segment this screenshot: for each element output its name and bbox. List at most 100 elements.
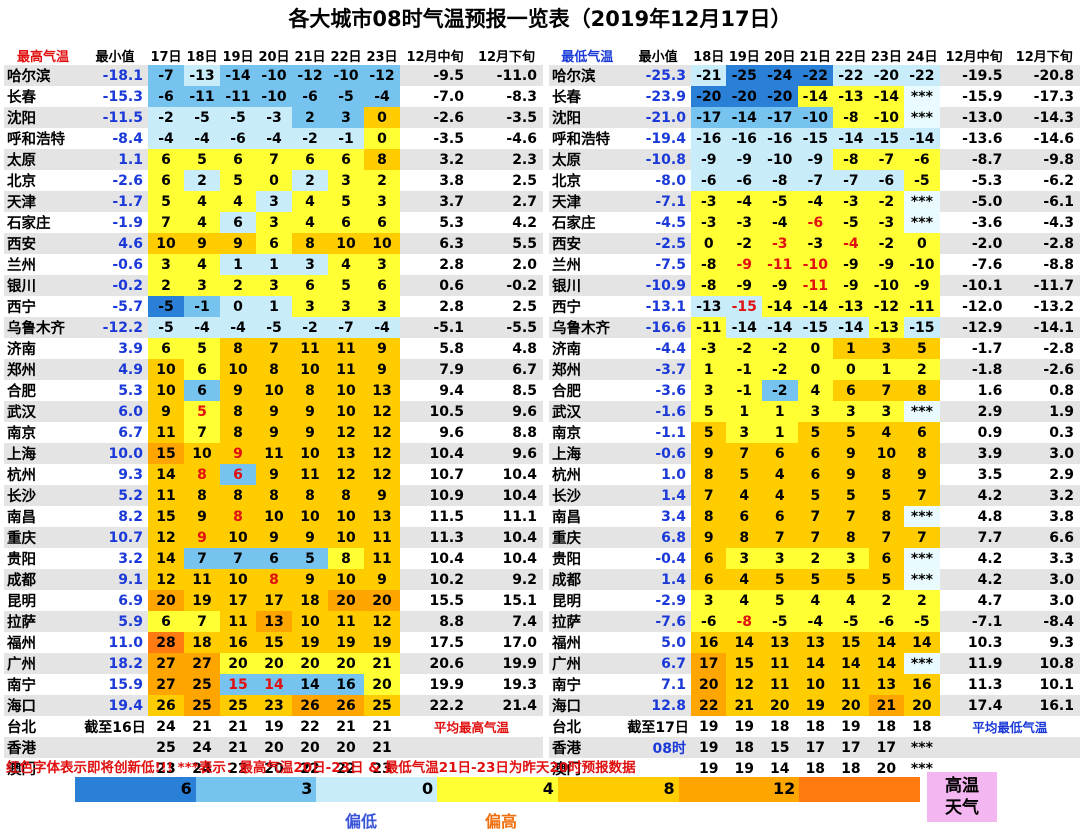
late-dec-value: -11.0 <box>496 67 537 84</box>
temp-cell: 19 <box>797 695 834 716</box>
late-dec-value: -13.2 <box>1033 298 1074 315</box>
temp-cell: 5 <box>833 422 869 443</box>
temp-cell: *** <box>904 212 940 233</box>
temp-cell: -15 <box>797 317 834 338</box>
temp-cell: 10 <box>220 359 256 380</box>
temp-cell: 6 <box>833 380 869 401</box>
mid-dec-value: 11.5 <box>429 508 464 525</box>
late-dec-value: 10.1 <box>1039 676 1074 693</box>
temp-cell: 20 <box>876 760 897 777</box>
min-value: -21.0 <box>645 109 686 126</box>
temp-cell: *** <box>904 191 940 212</box>
temp-cell: 6 <box>690 548 727 569</box>
city-name: 南京 <box>7 426 36 442</box>
temp-cell: 0 <box>364 128 400 149</box>
min-value: 4.9 <box>118 361 143 378</box>
late-dec-value: -14.1 <box>1033 319 1074 336</box>
temp-cell: 18 <box>876 718 897 735</box>
temp-cell: 5 <box>184 338 220 359</box>
mid-dec-value: -8.7 <box>971 151 1003 168</box>
late-dec-value: 2.5 <box>512 298 537 315</box>
temp-cell: 11 <box>184 569 220 590</box>
temp-cell: 24 <box>156 718 176 735</box>
temp-cell: 5 <box>762 590 798 611</box>
city-name: 合肥 <box>7 384 36 400</box>
title-text: 各大城市08时气温预报一览表（2019年12月17日） <box>288 7 792 31</box>
temp-cell: -3 <box>690 338 727 359</box>
mid-dec-value: 4.8 <box>977 508 1003 525</box>
min-value: 5.2 <box>118 487 143 504</box>
temp-cell: 3 <box>256 275 292 296</box>
mid-dec-value: -5.3 <box>971 172 1003 189</box>
temp-cell: 4 <box>726 485 763 506</box>
temp-cell: 21 <box>228 718 248 735</box>
temp-cell: 16 <box>904 674 940 695</box>
city-name: 乌鲁木齐 <box>552 321 610 337</box>
temp-cell: -6 <box>868 611 905 632</box>
temp-cell: 9 <box>184 527 220 548</box>
temp-cell: 7 <box>762 527 798 548</box>
temp-cell: 17 <box>256 590 292 611</box>
temp-cell: 21 <box>372 718 392 735</box>
min-value: -8.4 <box>112 130 143 147</box>
min-value: -2.9 <box>655 592 686 609</box>
temp-cell: -2 <box>292 128 328 149</box>
temp-cell: 1 <box>762 422 798 443</box>
city-name: 南京 <box>552 426 581 442</box>
temp-cell: -6 <box>904 149 940 170</box>
temp-cell: -9 <box>726 149 763 170</box>
mid-dec-value: -9.5 <box>433 67 464 84</box>
table-row: 南京 -1.1 5 3 1 5 5 4 6 0.9 0.3 <box>549 422 1080 443</box>
temp-cell: 14 <box>797 653 834 674</box>
city-name: 郑州 <box>552 363 581 379</box>
table-row: 乌鲁木齐 -16.6 -11 -14 -14 -15 -14 -13 -15 -12.9 -14.1 <box>549 317 1080 338</box>
temp-cell: 3 <box>256 191 292 212</box>
min-value: -12.2 <box>102 319 143 336</box>
temp-cell: 20 <box>328 590 364 611</box>
table-row: 长春 -15.3 -6 -11 -11 -10 -6 -5 -4 -7.0 -8.3 <box>4 86 543 107</box>
temp-cell: 2 <box>292 170 328 191</box>
temp-cell: 6 <box>256 233 292 254</box>
city-name: 拉萨 <box>552 615 581 631</box>
temp-cell: 11 <box>220 611 256 632</box>
col-header-d1: 18日 <box>693 49 725 65</box>
city-name: 南昌 <box>552 510 581 526</box>
temp-cell: 19 <box>184 590 220 611</box>
temp-cell: -8 <box>690 275 727 296</box>
min-value: 6.0 <box>118 403 143 420</box>
mid-dec-value <box>400 737 470 758</box>
table-row: 石家庄 -1.9 7 4 6 3 4 6 6 5.3 4.2 <box>4 212 543 233</box>
temp-cell: 8 <box>256 485 292 506</box>
late-dec-value: -8.8 <box>1043 256 1074 273</box>
temp-cell: 8 <box>364 149 400 170</box>
temp-cell: 14 <box>148 548 184 569</box>
temp-cell: 8 <box>328 485 364 506</box>
temp-cell: 6 <box>762 506 798 527</box>
temp-cell: 1 <box>868 359 905 380</box>
temp-cell: -15 <box>868 128 905 149</box>
temp-cell: 19 <box>734 718 754 735</box>
temp-cell: 11 <box>292 338 328 359</box>
temp-cell: 15 <box>256 632 292 653</box>
temp-cell: 26 <box>328 695 364 716</box>
temp-cell: 25 <box>364 695 400 716</box>
city-name: 乌鲁木齐 <box>7 321 65 337</box>
table-row: 西安 -2.5 0 -2 -3 -3 -4 -2 0 -2.0 -2.8 <box>549 233 1080 254</box>
table-row: 香港 08时 19 18 15 17 17 17 *** <box>549 737 1080 758</box>
temp-cell: 5 <box>726 464 763 485</box>
temp-cell: 11 <box>328 611 364 632</box>
temp-cell: 12 <box>148 527 184 548</box>
mid-dec-value: 10.9 <box>429 487 464 504</box>
temp-cell: 9 <box>220 233 256 254</box>
temp-cell: -10 <box>868 275 905 296</box>
temp-cell: 11 <box>328 359 364 380</box>
temp-cell: -7 <box>868 149 905 170</box>
temp-cell: 19 <box>264 718 284 735</box>
table-row: 太原 -10.8 -9 -9 -10 -9 -8 -7 -6 -8.7 -9.8 <box>549 149 1080 170</box>
temp-cell: -5 <box>833 212 869 233</box>
temp-cell: 10 <box>148 380 184 401</box>
temp-cell: -6 <box>148 86 184 107</box>
temp-cell: -6 <box>690 611 727 632</box>
table-row: 合肥 -3.6 3 -1 -2 4 6 7 8 1.6 0.8 <box>549 380 1080 401</box>
late-dec-value: 9.6 <box>512 445 537 462</box>
